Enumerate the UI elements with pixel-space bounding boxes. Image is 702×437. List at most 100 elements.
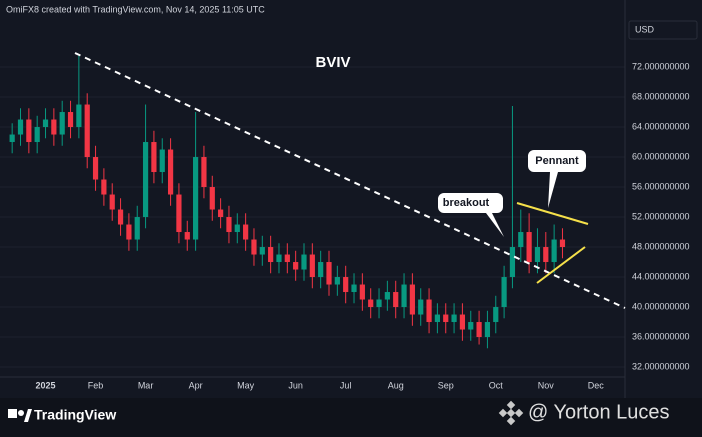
- pennant-lower: [536, 246, 586, 284]
- candle-body: [476, 322, 482, 338]
- candle-body: [518, 232, 524, 248]
- annotation: Pennant: [535, 155, 579, 167]
- candle-body: [9, 134, 15, 143]
- candle-body: [501, 277, 507, 308]
- y-tick-label: 40.000000000: [632, 301, 690, 311]
- candle-body: [42, 119, 49, 128]
- x-tick-label: Oct: [489, 380, 504, 390]
- callout-breakout: [438, 193, 504, 237]
- candle-body: [26, 119, 32, 143]
- candle-body: [401, 284, 407, 308]
- candle-body: [142, 142, 149, 218]
- candle-body: [293, 262, 299, 270]
- candle-body: [59, 112, 65, 135]
- y-tick-label: 68.000000000: [632, 91, 690, 101]
- candle-body: [76, 104, 82, 128]
- candle-body: [434, 314, 440, 323]
- y-tick-label: 64.000000000: [632, 121, 690, 131]
- candle-body: [534, 247, 541, 263]
- candle-body: [301, 254, 307, 270]
- candle-body: [167, 149, 174, 195]
- y-tick-label: 56.000000000: [632, 181, 690, 191]
- candle-body: [443, 314, 449, 323]
- x-tick-label: Sep: [438, 380, 454, 390]
- y-tick-label: 36.000000000: [632, 331, 690, 341]
- candle-body: [176, 194, 182, 233]
- y-tick-label: 72.000000000: [632, 61, 690, 71]
- candle-body: [359, 284, 365, 300]
- candle-body: [551, 239, 557, 263]
- pennant-upper: [516, 202, 589, 225]
- candle-body: [126, 224, 132, 240]
- candle-body: [226, 217, 232, 233]
- candle-body: [268, 247, 274, 263]
- binance-logo: [498, 400, 524, 426]
- candle-body: [318, 262, 324, 278]
- candle-body: [493, 307, 499, 323]
- y-tick-label: 44.000000000: [632, 271, 690, 281]
- footer-brand: TradingView: [34, 407, 116, 423]
- x-tick-label: May: [237, 380, 255, 390]
- candle-body: [109, 194, 115, 210]
- header-credit: OmiFX8 created with TradingView.com, Nov…: [6, 4, 265, 14]
- candle-body: [34, 127, 40, 143]
- footer-band: [0, 398, 702, 437]
- footer-author: @ Yorton Luces: [528, 401, 670, 423]
- candles: [9, 55, 566, 349]
- x-tick-label: Nov: [538, 380, 555, 390]
- candle-body: [92, 157, 99, 180]
- candle-body: [376, 299, 382, 308]
- candle-body: [334, 277, 340, 285]
- candle-body: [409, 284, 415, 315]
- trend-line: [74, 52, 626, 309]
- candle-body: [276, 254, 282, 263]
- candle-body: [351, 284, 357, 293]
- candle-body: [51, 119, 57, 135]
- y-tick-label: 48.000000000: [632, 241, 690, 251]
- candle-body: [159, 149, 165, 173]
- x-tick-label: Mar: [138, 380, 154, 390]
- candle-body: [543, 247, 549, 263]
- x-tick-label: Dec: [588, 380, 605, 390]
- candle-body: [251, 239, 257, 255]
- candle-body: [468, 322, 474, 330]
- candle-body: [418, 299, 424, 315]
- currency-label: USD: [635, 24, 655, 34]
- candle-body: [426, 299, 432, 323]
- candle-body: [201, 157, 207, 188]
- candle-body: [393, 292, 399, 308]
- candle-body: [509, 247, 516, 278]
- candle-body: [559, 239, 566, 248]
- candle-body: [243, 224, 249, 240]
- candle-body: [209, 187, 215, 210]
- candle-body: [218, 209, 224, 218]
- x-tick-label: Feb: [88, 380, 104, 390]
- candle-body: [117, 209, 124, 225]
- candle-body: [343, 277, 349, 293]
- x-tick-label: Apr: [189, 380, 203, 390]
- candle-body: [526, 232, 532, 263]
- y-tick-label: 60.000000000: [632, 151, 690, 161]
- candle-body: [484, 322, 491, 338]
- annotation: breakout: [443, 197, 490, 209]
- candle-body: [284, 254, 290, 263]
- candle-body: [17, 119, 24, 135]
- x-tick-label: Aug: [388, 380, 404, 390]
- y-tick-label: 32.000000000: [632, 361, 690, 371]
- candle-body: [368, 299, 374, 308]
- chart-title: BVIV: [315, 54, 350, 71]
- candle-body: [459, 314, 466, 330]
- candle-body: [101, 179, 107, 195]
- candle-body: [134, 217, 140, 240]
- currency-box: [628, 20, 698, 40]
- candle-body: [259, 247, 265, 255]
- candle-body: [84, 104, 90, 158]
- candle-body: [67, 112, 74, 128]
- candle-body: [384, 292, 390, 300]
- callout-pennant: [528, 150, 586, 208]
- candle-body: [309, 254, 315, 278]
- x-tick-label: 2025: [36, 380, 56, 390]
- candle-body: [326, 262, 332, 285]
